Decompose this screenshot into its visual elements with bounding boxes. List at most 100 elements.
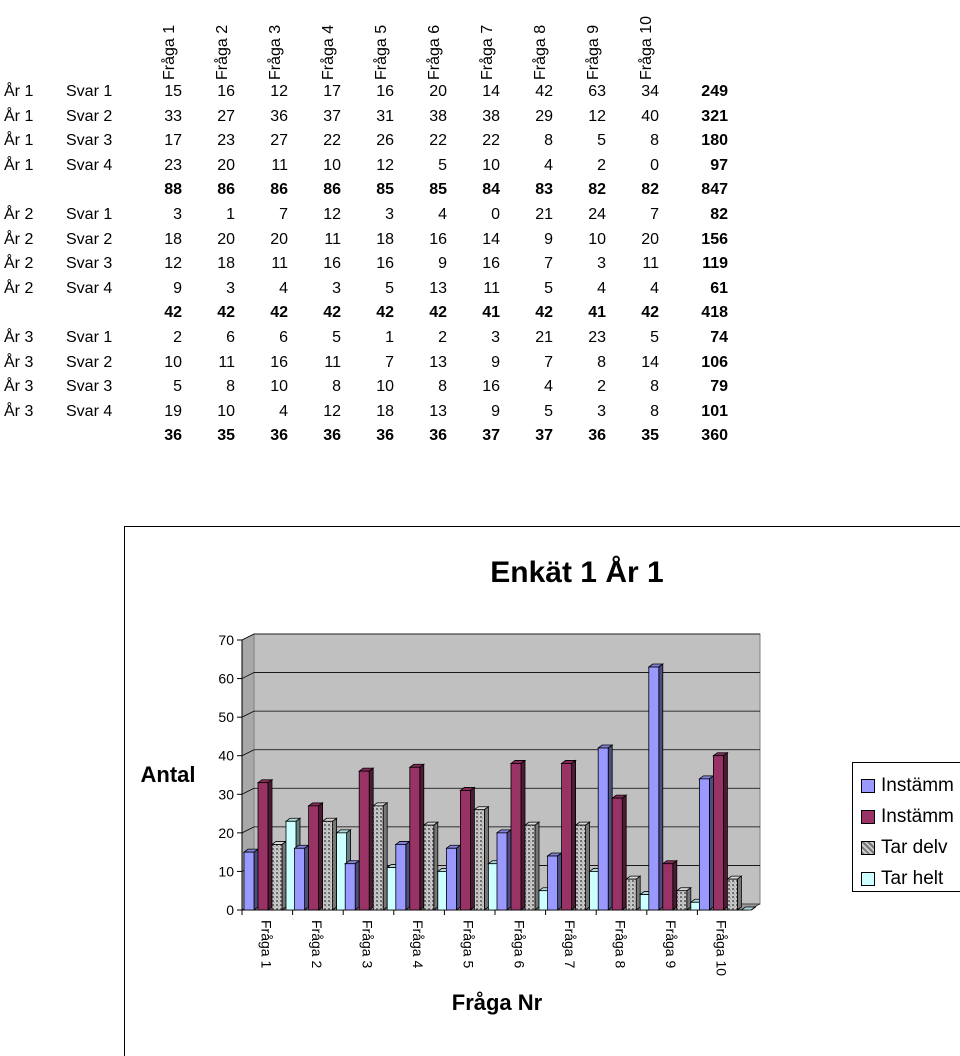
table-cell: 8 [650, 402, 659, 420]
table-cell: 12 [323, 402, 341, 420]
table-cell: 11 [218, 353, 235, 371]
bar-side [571, 759, 576, 911]
bar-side [382, 802, 388, 911]
x-tick-label: Fråga 7 [562, 920, 578, 968]
row-year-label: År 3 [4, 353, 34, 371]
chart-title: Enkät 1 År 1 [490, 556, 663, 589]
bar [662, 863, 674, 911]
table-cell: 20 [217, 230, 235, 248]
bar [699, 778, 710, 911]
table-cell: 8 [438, 378, 447, 396]
table-cell: 10 [376, 378, 394, 396]
table-cell: 11 [271, 156, 288, 174]
table-cell: 36 [429, 427, 447, 445]
table-cell: 23 [164, 156, 182, 174]
table-cell: 16 [429, 230, 447, 248]
row-total: 156 [701, 230, 728, 248]
bar [372, 805, 384, 911]
y-tick-label: 0 [226, 902, 234, 918]
table-cell: 36 [270, 427, 288, 445]
bar [625, 878, 637, 911]
table-cell: 4 [544, 156, 553, 174]
table-cell: 18 [376, 230, 394, 248]
bar [561, 763, 572, 911]
bar-side [686, 886, 692, 911]
table-cell: 83 [535, 181, 553, 199]
data-table: Fråga 1 Fråga 2 Fråga 3 Fråga 4 Fråga 5 Fråga… [0, 0, 960, 460]
table-cell: 42 [270, 304, 288, 322]
table-cell: 1 [385, 329, 394, 346]
table-cell: 38 [429, 107, 447, 125]
table-cell: 16 [376, 255, 394, 273]
bar [395, 844, 407, 911]
table-cell: 13 [429, 402, 447, 420]
table-cell: 8 [597, 353, 606, 371]
row-year-label: År 1 [4, 156, 34, 174]
table-cell: 42 [323, 304, 341, 322]
table-cell: 2 [597, 378, 606, 396]
table-cell: 9 [173, 279, 182, 297]
table-cell: 2 [438, 329, 447, 346]
table-cell: 36 [270, 107, 288, 125]
gridline [241, 672, 760, 679]
table-cell: 42 [535, 83, 553, 100]
y-tick-label: 20 [218, 825, 234, 841]
x-tick-label: Fråga 6 [511, 920, 527, 968]
row-answer-label: Svar 2 [66, 107, 113, 125]
table-cell: 85 [376, 181, 394, 199]
table-cell: 9 [544, 230, 553, 248]
table-cell: 36 [164, 427, 182, 445]
row-year-label: År 3 [4, 402, 34, 420]
bar-side [253, 848, 259, 911]
bar [358, 770, 370, 911]
table-cell: 11 [324, 353, 341, 371]
table-cell: 11 [271, 255, 288, 273]
table-cell: 20 [217, 156, 235, 174]
table-cell: 11 [483, 279, 500, 297]
bar-side [405, 840, 411, 911]
bar [409, 766, 421, 911]
bar [648, 666, 660, 911]
bar [423, 824, 435, 911]
table-cell: 13 [429, 279, 447, 297]
table-cell: 22 [482, 132, 500, 150]
table-cell: 42 [164, 304, 182, 322]
table-cell: 8 [544, 132, 553, 150]
table-cell: 5 [385, 279, 394, 297]
x-tick-label: Fråga 5 [461, 920, 477, 968]
legend-swatch [861, 810, 875, 824]
table-cell: 12 [588, 107, 606, 125]
table-cell: 12 [164, 255, 182, 273]
table-cell: 5 [597, 132, 606, 150]
table-cell: 8 [332, 378, 341, 396]
row-total: 249 [701, 83, 728, 100]
table-cell: 9 [491, 353, 500, 371]
bar [727, 878, 738, 911]
bar [611, 797, 623, 911]
row-answer-label: Svar 2 [66, 353, 113, 371]
table-cell: 31 [376, 107, 394, 125]
y-tick-label: 40 [218, 748, 234, 764]
table-cell: 2 [597, 156, 606, 174]
row-answer-label: Svar 4 [66, 279, 113, 297]
table-cell: 42 [535, 304, 553, 322]
table-cell: 36 [323, 427, 341, 445]
row-year-label: År 1 [4, 107, 34, 125]
table-cell: 21 [535, 329, 553, 346]
table-cell: 8 [650, 378, 659, 396]
table-cell: 10 [588, 230, 606, 248]
table-cell: 35 [217, 427, 235, 445]
table-cell: 10 [270, 378, 288, 396]
table-cell: 4 [279, 279, 288, 297]
legend-label: Instämm [881, 806, 954, 827]
x-axis-label: Fråga Nr [452, 990, 543, 1015]
x-tick-label: Fråga 4 [410, 920, 426, 968]
bar [575, 824, 586, 911]
table-cell: 35 [641, 427, 659, 445]
bar [322, 820, 334, 911]
row-year-label: År 2 [4, 230, 34, 248]
bar [713, 755, 724, 911]
table-cell: 42 [429, 304, 447, 322]
table-cell: 11 [642, 255, 659, 273]
row-answer-label: Svar 3 [66, 132, 113, 150]
